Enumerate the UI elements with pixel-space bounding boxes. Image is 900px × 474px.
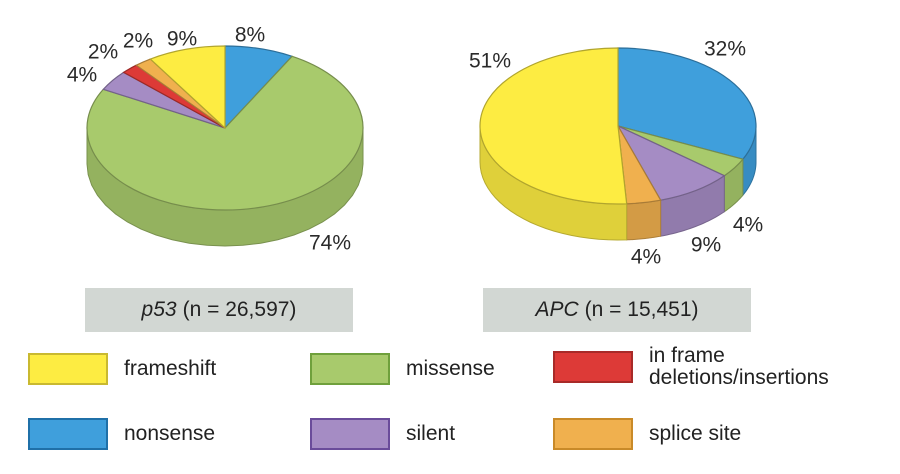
pie-label-nonsense: 8% — [235, 24, 265, 47]
legend-swatch-in-frame — [553, 351, 633, 384]
legend-item-in-frame: in frame deletions/insertions — [553, 344, 889, 390]
legend-label-nonsense: nonsense — [124, 421, 216, 445]
legend-swatch-frameshift — [28, 353, 108, 385]
pie-label-splice-site: 2% — [123, 30, 153, 53]
pie-charts: 8%74%4%2% 2% 9% 32%4%9%4%51% — [67, 24, 763, 269]
pie-side-splice-site — [626, 199, 662, 241]
legend-item-splice-site: splice site — [553, 418, 741, 450]
apc-gene-name: APC — [535, 298, 579, 321]
pie-label-missense: 4% — [733, 214, 763, 237]
legend-item-missense: missense — [310, 353, 495, 385]
pie-slice-frameshift — [479, 47, 628, 205]
legend-label-frameshift: frameshift — [124, 356, 217, 380]
pie-label-splice-site: 4% — [631, 246, 661, 269]
p53-gene-name: p53 — [141, 298, 177, 321]
pie-slice-nonsense — [617, 47, 757, 160]
pie-label-frameshift: 9% — [167, 28, 197, 51]
legend-label-missense: missense — [406, 356, 495, 380]
pie-label-in-frame-deletions-insertions: 2% — [88, 41, 118, 64]
p53-sample-count: (n = 26,597) — [182, 298, 297, 321]
legend-label-silent: silent — [406, 421, 456, 445]
legend-label-splice-site: splice site — [649, 421, 742, 445]
legend-item-silent: silent — [310, 418, 455, 450]
pie-chart-1: 8%74%4%2% 2% 9% — [67, 24, 364, 255]
legend-label-in-frame: in frame deletions/insertions — [649, 344, 829, 390]
legend-item-nonsense: nonsense — [28, 418, 215, 450]
apc-sample-count: (n = 15,451) — [584, 298, 699, 321]
pie-label-silent: 4% — [67, 64, 97, 87]
apc-caption: APC (n = 15,451) — [483, 288, 751, 332]
pie-slice-frameshift — [149, 45, 226, 130]
legend-item-frameshift: frameshift — [28, 353, 216, 385]
legend-swatch-missense — [310, 353, 390, 385]
pie-label-frameshift: 51% — [469, 50, 511, 73]
legend-swatch-nonsense — [28, 418, 108, 450]
legend-swatch-silent — [310, 418, 390, 450]
pie-label-nonsense: 32% — [704, 38, 746, 61]
pie-chart-2: 32% 4% 9% 4% 51% — [469, 38, 763, 269]
pie-label-missense: 74% — [309, 232, 351, 255]
legend-swatch-splice-site — [553, 418, 633, 450]
pie-label-silent: 9% — [691, 234, 721, 257]
pie-slice-missense — [86, 55, 364, 211]
p53-caption: p53 (n = 26,597) — [85, 288, 353, 332]
